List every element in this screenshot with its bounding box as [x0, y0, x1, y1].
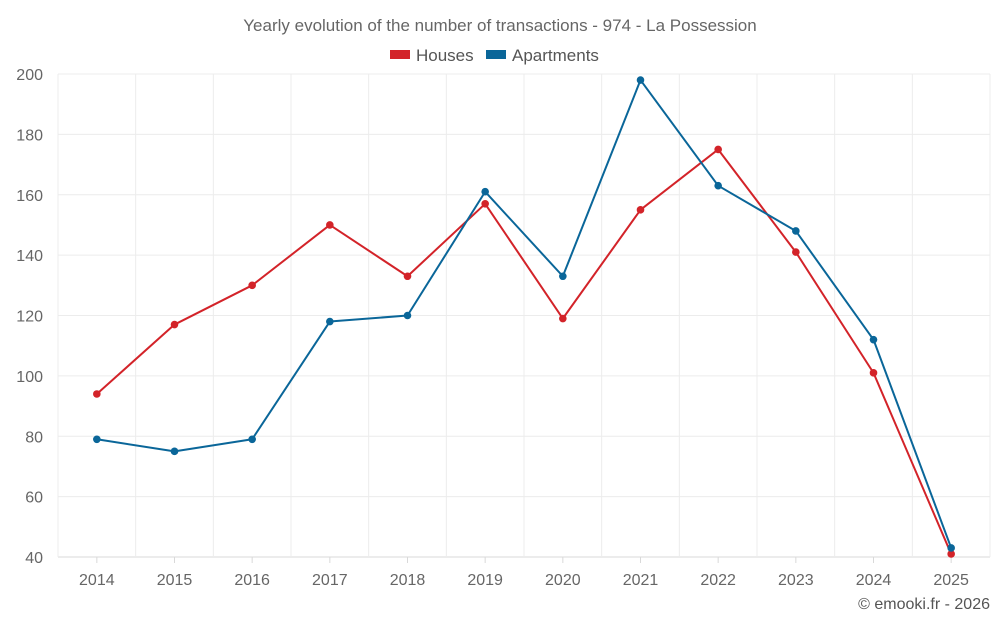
- data-point-apartments[interactable]: [714, 181, 722, 190]
- data-point-houses[interactable]: [248, 281, 256, 290]
- x-tick-label: 2022: [700, 572, 736, 589]
- data-point-houses[interactable]: [559, 314, 567, 323]
- series-line-houses: [96, 148, 953, 555]
- legend-item-houses[interactable]: Houses: [390, 46, 474, 65]
- credit-text: © emooki.fr - 2026: [858, 596, 990, 613]
- y-tick-label: 140: [16, 248, 43, 265]
- data-point-houses[interactable]: [170, 320, 179, 329]
- data-point-apartments[interactable]: [481, 187, 489, 196]
- legend-item-apartments[interactable]: Apartments: [486, 46, 599, 65]
- data-point-apartments[interactable]: [403, 311, 412, 320]
- legend: Houses Apartments: [390, 46, 599, 65]
- x-tick-label: 2017: [312, 572, 348, 589]
- y-tick-label: 40: [25, 550, 43, 567]
- y-tick-label: 160: [16, 188, 43, 205]
- data-point-apartments[interactable]: [636, 76, 645, 84]
- x-tick-label: 2015: [157, 572, 193, 589]
- x-axis-ticks: 2014 2015 2016 2017 2018 2019 2020 2021 2022 2023…: [79, 557, 969, 589]
- data-point-houses[interactable]: [636, 206, 645, 214]
- legend-swatch-houses: [390, 50, 410, 59]
- series-line-apartments: [96, 79, 953, 549]
- x-tick-label: 2019: [467, 572, 503, 589]
- y-tick-label: 100: [16, 369, 43, 386]
- legend-label-apartments: Apartments: [512, 46, 599, 65]
- legend-label-houses: Houses: [416, 46, 474, 65]
- x-tick-label: 2024: [856, 572, 892, 589]
- data-point-houses[interactable]: [714, 145, 722, 154]
- x-tick-label: 2025: [933, 572, 969, 589]
- data-point-apartments[interactable]: [326, 317, 334, 326]
- data-point-houses[interactable]: [93, 390, 101, 398]
- series: [93, 76, 955, 558]
- legend-swatch-apartments: [486, 50, 506, 59]
- data-point-apartments[interactable]: [559, 272, 567, 281]
- series-apartments: [93, 76, 955, 552]
- grid: [57, 73, 991, 558]
- x-tick-label: 2014: [79, 572, 115, 589]
- x-tick-label: 2020: [545, 572, 581, 589]
- data-point-apartments[interactable]: [170, 447, 179, 456]
- y-tick-label: 80: [25, 429, 43, 446]
- x-tick-label: 2018: [390, 572, 426, 589]
- data-point-apartments[interactable]: [93, 435, 101, 444]
- x-tick-label: 2016: [234, 572, 270, 589]
- data-point-houses[interactable]: [481, 200, 489, 208]
- data-point-houses[interactable]: [792, 248, 800, 256]
- data-point-houses[interactable]: [947, 550, 955, 558]
- y-axis-ticks: 200 180 160 140 120 100 80 60 40: [16, 67, 43, 567]
- y-tick-label: 200: [16, 67, 43, 84]
- data-point-apartments[interactable]: [792, 227, 800, 235]
- data-point-apartments[interactable]: [869, 335, 878, 344]
- data-point-houses[interactable]: [869, 369, 878, 377]
- x-tick-label: 2021: [623, 572, 659, 589]
- x-tick-label: 2023: [778, 572, 814, 589]
- data-point-apartments[interactable]: [947, 544, 955, 552]
- data-point-houses[interactable]: [403, 272, 412, 281]
- chart-title: Yearly evolution of the number of transa…: [243, 16, 756, 35]
- y-tick-label: 120: [16, 309, 43, 326]
- y-tick-label: 60: [25, 490, 43, 507]
- data-point-apartments[interactable]: [248, 435, 256, 444]
- data-point-houses[interactable]: [326, 221, 334, 229]
- y-tick-label: 180: [16, 127, 43, 144]
- series-houses: [93, 145, 955, 558]
